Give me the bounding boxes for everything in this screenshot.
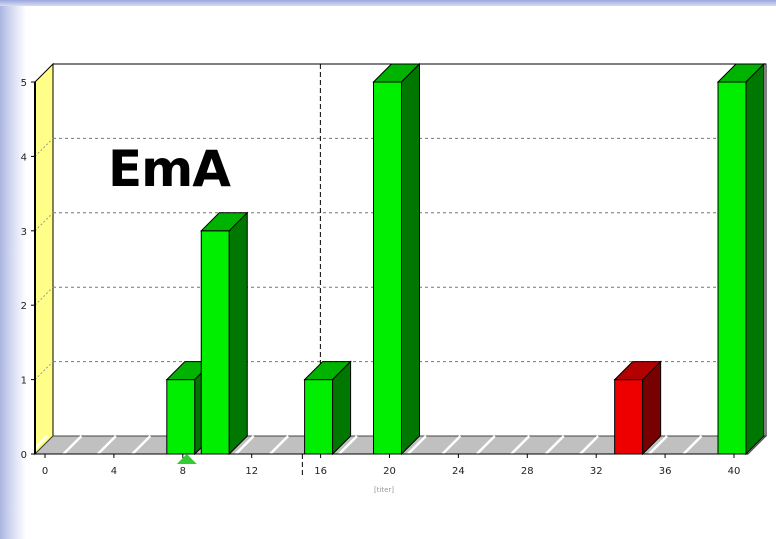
x-tick-label: 28	[521, 466, 534, 477]
reference-line-group	[301, 64, 321, 476]
bar-green	[716, 62, 766, 456]
bar-green	[303, 360, 352, 456]
chart-bars	[165, 62, 766, 456]
floor-stripe	[62, 435, 83, 455]
bar-front	[614, 379, 644, 455]
floor-stripe	[269, 435, 290, 455]
bar-side	[228, 211, 248, 456]
floor-stripe	[28, 435, 48, 455]
y-tick-label: 4	[21, 152, 27, 163]
gridline-left-wall	[34, 361, 54, 380]
y-tick-label: 5	[21, 78, 27, 89]
floor-stripe	[544, 435, 565, 455]
slide-top-band	[0, 0, 776, 6]
x-tick-label: 12	[245, 466, 258, 477]
x-tick-label: 8	[180, 466, 186, 477]
bar-side	[332, 360, 352, 456]
bar-green	[372, 62, 421, 456]
bar-front	[166, 379, 196, 455]
floor-stripe	[338, 435, 358, 455]
x-tick-label: 40	[728, 466, 741, 477]
bar-red	[613, 360, 662, 456]
bar-front	[717, 81, 747, 455]
gridline-left-wall	[34, 138, 54, 157]
y-tick-label: 2	[21, 301, 27, 312]
floor-stripe	[510, 435, 531, 455]
bar-side	[401, 62, 420, 456]
y-tick-label: 0	[21, 450, 27, 461]
x-tick-label: 36	[659, 466, 672, 477]
floor-stripe	[682, 435, 703, 455]
floor-stripe	[579, 435, 600, 455]
left-wall	[34, 62, 54, 456]
floor-stripe	[441, 435, 462, 455]
floor-stripe	[234, 435, 255, 455]
bar-front	[373, 81, 402, 455]
x-axis-title: [titer]	[374, 486, 394, 494]
gridline-left-wall	[34, 212, 54, 232]
bar-front	[304, 379, 334, 455]
bar-green	[200, 211, 249, 456]
marker-triangle	[176, 454, 197, 464]
x-tick-label: 32	[590, 466, 603, 477]
floor-stripe	[97, 435, 117, 455]
bar-side	[642, 360, 662, 456]
chart-overlay-title: EmA	[108, 140, 231, 198]
x-tick-label: 24	[452, 466, 465, 477]
y-tick-label: 1	[21, 376, 27, 387]
floor-stripe	[475, 435, 496, 455]
bar-side	[745, 62, 765, 456]
chart-marker	[176, 454, 197, 464]
x-tick-label: 16	[314, 466, 327, 477]
x-tick-label: 20	[383, 466, 396, 477]
x-tick-label: 4	[111, 466, 117, 477]
y-tick-label: 3	[21, 227, 27, 238]
x-tick-label: 0	[42, 466, 48, 477]
floor-stripe	[131, 435, 152, 455]
bar-front	[200, 230, 230, 455]
floor-stripe	[407, 435, 427, 455]
gridline-left-wall	[34, 286, 54, 306]
floor-stripe	[648, 435, 668, 455]
